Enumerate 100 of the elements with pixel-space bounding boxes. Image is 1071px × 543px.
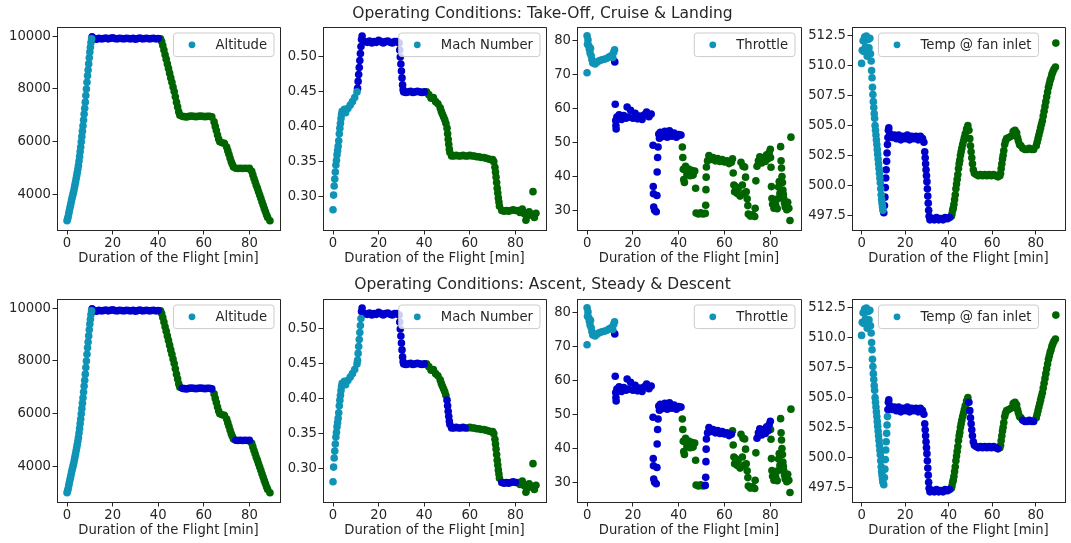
x-axis-title: Duration of the Flight [min] bbox=[868, 250, 1049, 266]
x-tick-label: 0 bbox=[582, 506, 592, 522]
x-tick-label: 80 bbox=[761, 506, 779, 522]
y-tick-label: 510.0 bbox=[808, 57, 846, 73]
x-tick-label: 60 bbox=[983, 234, 1001, 250]
y-tick-label: 40 bbox=[554, 439, 571, 455]
y-tick-label: 6000 bbox=[17, 405, 51, 421]
x-tick-label: 20 bbox=[624, 234, 642, 250]
legend-label: Throttle bbox=[735, 36, 788, 52]
x-tick-label: 20 bbox=[896, 234, 914, 250]
y-tick-label: 80 bbox=[554, 304, 571, 320]
legend-label: Temp @ fan inlet bbox=[919, 308, 1032, 324]
y-tick-label: 30 bbox=[554, 201, 571, 217]
y-tick-label: 510.0 bbox=[808, 329, 846, 345]
x-tick-label: 20 bbox=[896, 506, 914, 522]
y-tick-label: 80 bbox=[554, 32, 571, 48]
y-tick-label: 4000 bbox=[17, 457, 51, 473]
x-axis-title: Duration of the Flight [min] bbox=[598, 250, 780, 266]
y-tick-label: 502.5 bbox=[808, 146, 846, 162]
x-tick-label: 60 bbox=[716, 234, 733, 250]
y-tick-label: 507.5 bbox=[808, 359, 846, 375]
y-tick-label: 6000 bbox=[17, 133, 51, 149]
y-tick-label: 0.45 bbox=[287, 355, 317, 371]
y-tick-label: 0.45 bbox=[287, 83, 317, 99]
y-tick-label: 10000 bbox=[9, 27, 51, 43]
x-tick-label: 60 bbox=[461, 506, 479, 522]
y-tick-label: 0.35 bbox=[287, 425, 317, 441]
x-tick-label: 0 bbox=[328, 506, 338, 522]
legend-label: Mach Number bbox=[440, 36, 534, 52]
x-tick-label: 40 bbox=[940, 234, 958, 250]
y-tick-label: 60 bbox=[554, 372, 571, 388]
x-tick-label: 20 bbox=[370, 234, 388, 250]
y-tick-label: 505.0 bbox=[808, 116, 846, 132]
x-axis-title: Duration of the Flight [min] bbox=[78, 522, 259, 538]
y-tick-label: 0.35 bbox=[287, 153, 317, 169]
x-tick-label: 0 bbox=[62, 506, 72, 522]
x-tick-label: 60 bbox=[195, 506, 213, 522]
x-tick-label: 40 bbox=[670, 234, 688, 250]
y-tick-label: 500.0 bbox=[808, 448, 846, 464]
x-tick-label: 40 bbox=[940, 506, 958, 522]
x-axis-title: Duration of the Flight [min] bbox=[344, 250, 525, 266]
x-tick-label: 20 bbox=[104, 506, 122, 522]
x-tick-label: 0 bbox=[857, 506, 866, 522]
y-tick-label: 0.30 bbox=[287, 187, 317, 203]
y-tick-label: 40 bbox=[554, 167, 571, 183]
y-tick-label: 0.40 bbox=[287, 118, 317, 134]
x-tick-label: 40 bbox=[149, 506, 167, 522]
x-axis-title: Duration of the Flight [min] bbox=[78, 250, 259, 266]
y-tick-label: 50 bbox=[554, 133, 571, 149]
y-tick-label: 60 bbox=[554, 100, 571, 116]
x-tick-label: 60 bbox=[461, 234, 479, 250]
y-tick-label: 507.5 bbox=[808, 87, 846, 103]
y-tick-label: 505.0 bbox=[808, 388, 846, 404]
legend-label: Temp @ fan inlet bbox=[919, 36, 1032, 52]
y-tick-label: 4000 bbox=[17, 185, 51, 201]
x-tick-label: 80 bbox=[241, 506, 258, 522]
text: Operating Conditions: Take-Off, Cruise & Landing bbox=[352, 3, 733, 22]
y-tick-label: 0.50 bbox=[287, 320, 317, 336]
legend-label: Altitude bbox=[215, 36, 268, 52]
x-tick-label: 60 bbox=[716, 506, 733, 522]
x-tick-label: 40 bbox=[670, 506, 688, 522]
x-tick-label: 20 bbox=[370, 506, 388, 522]
x-tick-label: 20 bbox=[104, 234, 122, 250]
y-tick-label: 70 bbox=[554, 66, 571, 82]
x-axis-title: Duration of the Flight [min] bbox=[344, 522, 525, 538]
x-tick-label: 80 bbox=[507, 506, 524, 522]
y-tick-label: 500.0 bbox=[808, 176, 846, 192]
x-tick-label: 80 bbox=[761, 234, 779, 250]
x-tick-label: 0 bbox=[328, 234, 338, 250]
x-tick-label: 40 bbox=[415, 234, 433, 250]
x-tick-label: 0 bbox=[582, 234, 592, 250]
y-tick-label: 70 bbox=[554, 338, 571, 354]
x-tick-label: 60 bbox=[195, 234, 213, 250]
x-tick-label: 80 bbox=[1027, 234, 1045, 250]
x-tick-label: 0 bbox=[857, 234, 866, 250]
x-axis-title: Duration of the Flight [min] bbox=[598, 522, 780, 538]
y-tick-label: 50 bbox=[554, 405, 571, 421]
y-tick-label: 512.5 bbox=[808, 27, 846, 43]
y-tick-label: 0.40 bbox=[287, 390, 317, 406]
x-tick-label: 0 bbox=[62, 234, 72, 250]
y-tick-label: 497.5 bbox=[808, 478, 846, 494]
y-tick-label: 8000 bbox=[17, 80, 51, 96]
y-tick-label: 30 bbox=[554, 473, 571, 489]
y-tick-label: 512.5 bbox=[808, 299, 846, 315]
text: Operating Conditions: Ascent, Steady & Descent bbox=[354, 274, 731, 293]
x-axis-title: Duration of the Flight [min] bbox=[868, 522, 1049, 538]
x-tick-label: 40 bbox=[149, 234, 167, 250]
x-tick-label: 80 bbox=[241, 234, 258, 250]
y-tick-label: 497.5 bbox=[808, 206, 846, 222]
y-tick-label: 0.30 bbox=[287, 459, 317, 475]
x-tick-label: 60 bbox=[983, 506, 1001, 522]
y-tick-label: 8000 bbox=[17, 352, 51, 368]
legend-label: Throttle bbox=[735, 308, 788, 324]
y-tick-label: 10000 bbox=[9, 299, 51, 315]
y-tick-label: 502.5 bbox=[808, 418, 846, 434]
x-tick-label: 20 bbox=[624, 506, 642, 522]
x-tick-label: 80 bbox=[507, 234, 524, 250]
y-tick-label: 0.50 bbox=[287, 48, 317, 64]
x-tick-label: 80 bbox=[1027, 506, 1045, 522]
legend-label: Altitude bbox=[215, 308, 268, 324]
